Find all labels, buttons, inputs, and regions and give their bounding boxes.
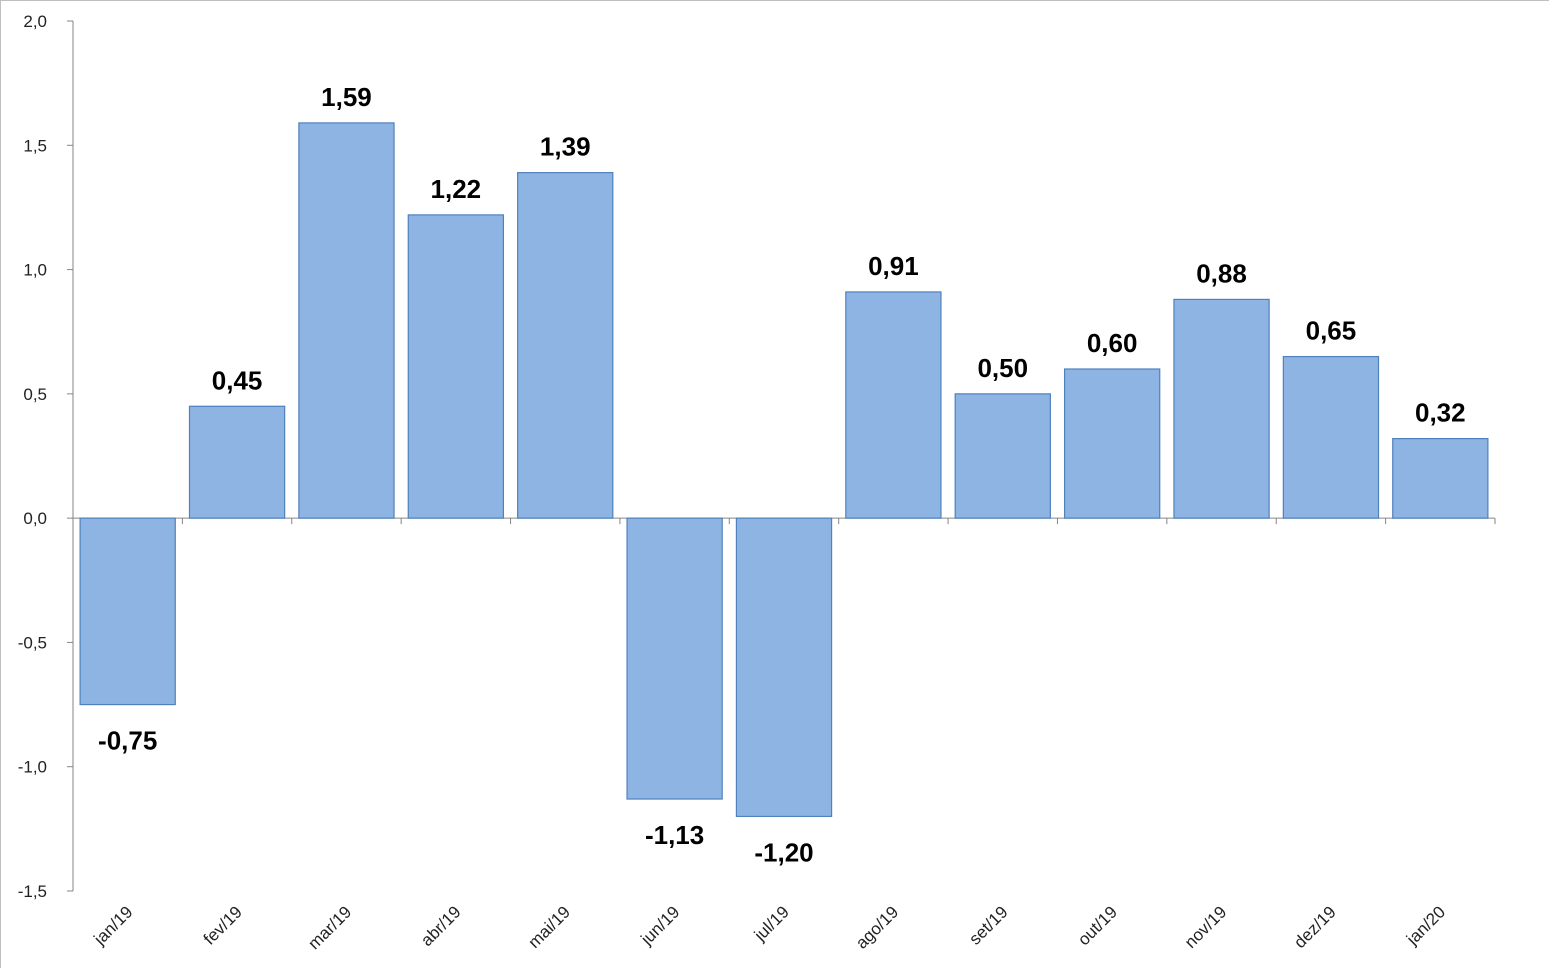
y-axis: 2,0 1,5 1,0 0,5 0,0 -0,5 -1,0 -1,5	[18, 12, 74, 901]
bar-jul-19	[735, 517, 833, 818]
bar-abr-19	[407, 214, 505, 519]
category-label: mar/19	[304, 902, 355, 953]
data-label: -1,13	[645, 820, 704, 850]
data-label: 1,59	[321, 82, 372, 112]
data-label: 0,60	[1087, 328, 1138, 358]
category-label: ago/19	[852, 902, 902, 952]
y-tick-label: -0,5	[18, 633, 47, 652]
data-labels: -0,75 0,45 1,59 1,22 1,39 -1,13 -1,20 0,91 0,50 0…	[98, 82, 1466, 868]
bar-dez-19	[1282, 355, 1380, 519]
data-label: -0,75	[98, 726, 157, 756]
data-label: -1,20	[754, 837, 813, 867]
data-label: 0,65	[1306, 316, 1357, 346]
category-label: fev/19	[200, 902, 246, 948]
bar-fev-19	[188, 405, 286, 519]
data-label: 0,88	[1196, 258, 1247, 288]
category-label: jun/19	[637, 902, 684, 949]
category-label: jul/19	[750, 902, 793, 945]
bar-jan-20	[1392, 438, 1489, 519]
data-label: 0,50	[977, 353, 1028, 383]
category-label: nov/19	[1181, 902, 1231, 952]
category-label: mai/19	[525, 902, 575, 952]
bar-mar-19	[298, 122, 395, 519]
category-labels: jan/19 fev/19 mar/19 abr/19 mai/19 jun/19 jul/…	[90, 902, 1450, 953]
bar-set-19	[954, 393, 1051, 519]
data-label: 1,39	[540, 132, 591, 162]
category-label: out/19	[1074, 902, 1121, 949]
y-tick-label: 0,0	[23, 509, 47, 528]
y-tick-label: -1,0	[18, 758, 47, 777]
y-tick-label: 2,0	[23, 12, 47, 31]
data-label: 0,32	[1415, 398, 1466, 428]
y-tick-label: 0,5	[23, 385, 47, 404]
category-label: dez/19	[1290, 902, 1340, 952]
data-label: 0,45	[212, 365, 263, 395]
data-label: 1,22	[431, 174, 482, 204]
category-label: abr/19	[417, 902, 465, 950]
category-label: jan/19	[90, 902, 137, 949]
bar-out-19	[1063, 368, 1161, 519]
bar-mai-19	[517, 172, 614, 519]
bar-nov-19	[1173, 298, 1270, 519]
y-tick-label: 1,5	[23, 136, 47, 155]
bars	[79, 122, 1489, 818]
bar-jun-19	[626, 517, 723, 800]
category-label: set/19	[965, 902, 1011, 948]
bar-jan-19	[79, 517, 176, 706]
y-tick-label: -1,5	[18, 882, 47, 901]
bar-ago-19	[845, 291, 942, 519]
y-tick-label: 1,0	[23, 261, 47, 280]
category-label: jan/20	[1402, 902, 1449, 949]
data-label: 0,91	[868, 251, 919, 281]
